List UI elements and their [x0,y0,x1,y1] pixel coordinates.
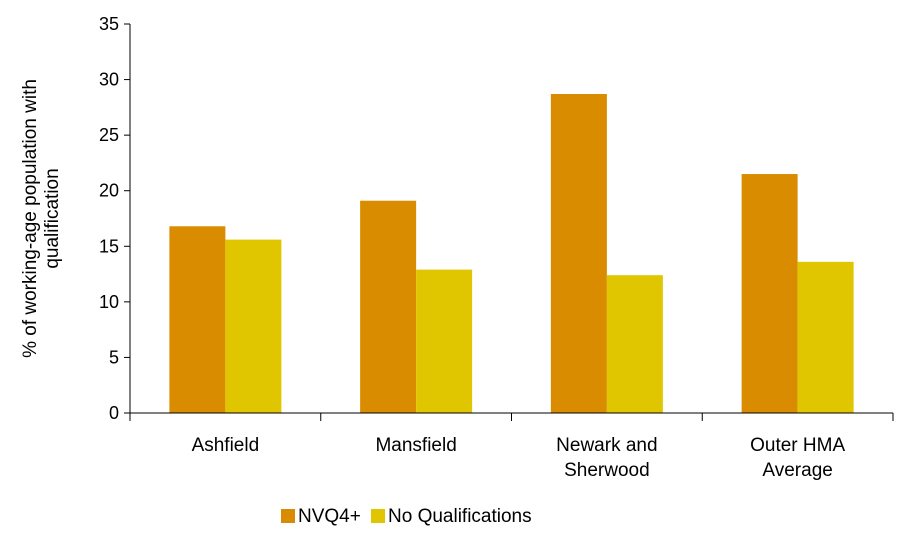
x-category-label-line: Ashfield [192,435,260,456]
x-category-label: Newark and Sherwood [556,435,657,481]
y-axis-title: % of working-age population withqualific… [20,79,63,358]
y-tick-label: 0 [109,403,119,423]
bar-no-qualifications [606,275,663,413]
legend: NVQ4+ No Qualifications [281,506,532,527]
axes [129,24,894,421]
bar-no-qualifications [416,269,473,413]
bar-nvq4 [741,174,798,413]
legend-swatch [281,509,295,523]
legend-label: NVQ4+ [298,506,361,527]
bar-nvq4 [360,200,417,413]
bars [169,94,854,414]
x-category-label-line: Average [762,460,832,481]
y-axis-ticks: 0 5 10 15 20 25 30 35 [99,14,130,423]
y-tick-label: 15 [99,236,119,256]
y-tick-label: 5 [109,347,119,367]
y-tick-label: 10 [99,292,119,312]
x-category-label-line: Outer HMA [750,435,845,456]
y-tick-label: 30 [99,70,119,90]
y-axis-title-line: qualification [42,168,63,268]
x-category-label: Outer HMA Average [750,435,845,481]
y-axis-title-line: % of working-age population with [20,79,41,358]
bar-nvq4 [169,226,226,413]
x-category-label: Mansfield [375,435,456,456]
x-category-label-line: Sherwood [564,460,650,481]
x-category-label: Ashfield [192,435,260,456]
bar-no-qualifications [797,261,854,413]
x-category-label-line: Newark and [556,435,657,456]
x-axis-labels: Ashfield Mansfield Newark and Sherwood Outer… [192,435,846,481]
y-tick-label: 35 [99,14,119,34]
legend-swatch [371,509,385,523]
bar-nvq4 [550,94,607,414]
legend-label: No Qualifications [388,506,532,527]
x-category-label-line: Mansfield [375,435,456,456]
bar-no-qualifications [225,239,282,413]
y-tick-label: 20 [99,181,119,201]
y-axis-title-text: % of working-age population withqualific… [20,79,63,358]
y-tick-label: 25 [99,125,119,145]
